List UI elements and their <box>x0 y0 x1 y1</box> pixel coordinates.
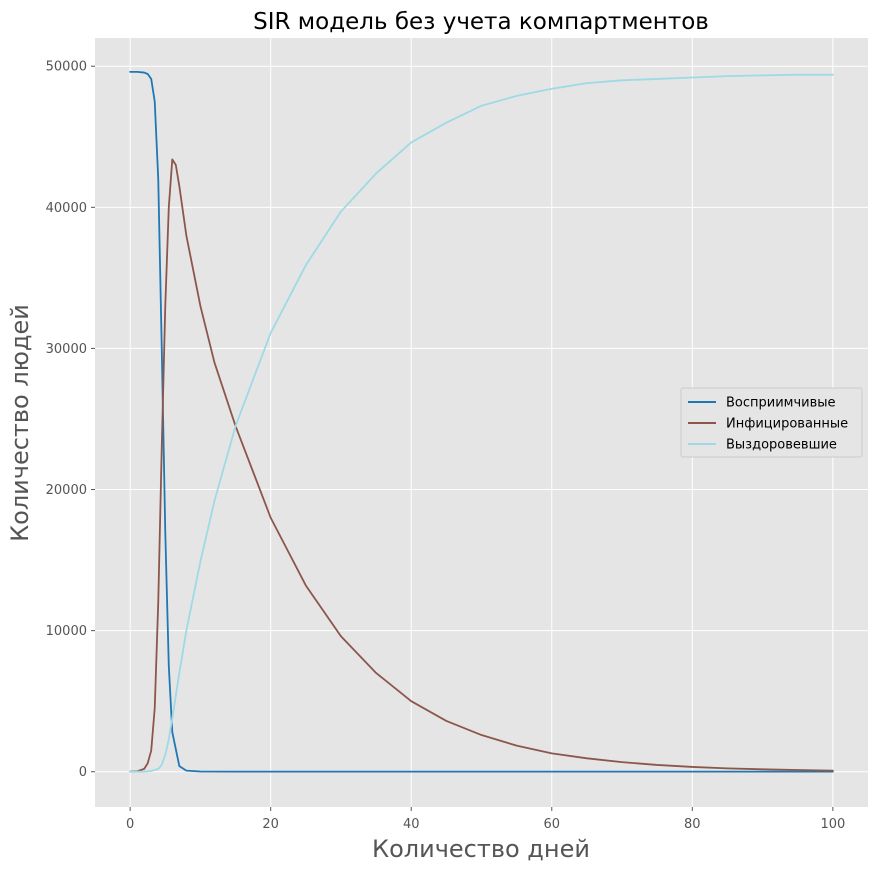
legend: Восприимчивые Инфицированные Выздоровевшие <box>680 387 863 458</box>
legend-label: Инфицированные <box>726 417 848 432</box>
x-tick-label: 20 <box>262 817 279 832</box>
legend-box <box>680 387 863 458</box>
y-tick-label: 30000 <box>46 342 87 357</box>
x-tick-label: 60 <box>543 817 560 832</box>
series-line-3 <box>129 73 834 773</box>
series-group <box>129 70 834 773</box>
x-tick-label: 100 <box>820 817 845 832</box>
y-tick-label: 40000 <box>46 201 87 216</box>
y-axis-label: Количество людей <box>6 304 34 542</box>
y-tick-label: 20000 <box>46 483 87 498</box>
legend-label: Восприимчивые <box>726 396 836 411</box>
x-tick-labels: 0 20 40 60 80 100 <box>126 807 845 832</box>
legend-label: Выздоровевшие <box>726 438 837 453</box>
series-line-2 <box>129 158 834 773</box>
legend-items: Восприимчивые Инфицированные Выздоровевшие <box>688 396 848 453</box>
chart-title: SIR модель без учета компартментов <box>253 9 709 35</box>
grid <box>95 38 868 807</box>
x-axis-label: Количество дней <box>372 835 590 863</box>
y-tick-label: 50000 <box>46 60 87 75</box>
x-tick-label: 0 <box>126 817 134 832</box>
x-tick-label: 80 <box>684 817 701 832</box>
y-tick-labels: 0 10000 20000 30000 40000 50000 <box>46 60 95 780</box>
series-line-1 <box>129 70 834 773</box>
y-tick-label: 10000 <box>46 624 87 639</box>
y-tick-label: 0 <box>79 765 87 780</box>
x-tick-label: 40 <box>403 817 420 832</box>
